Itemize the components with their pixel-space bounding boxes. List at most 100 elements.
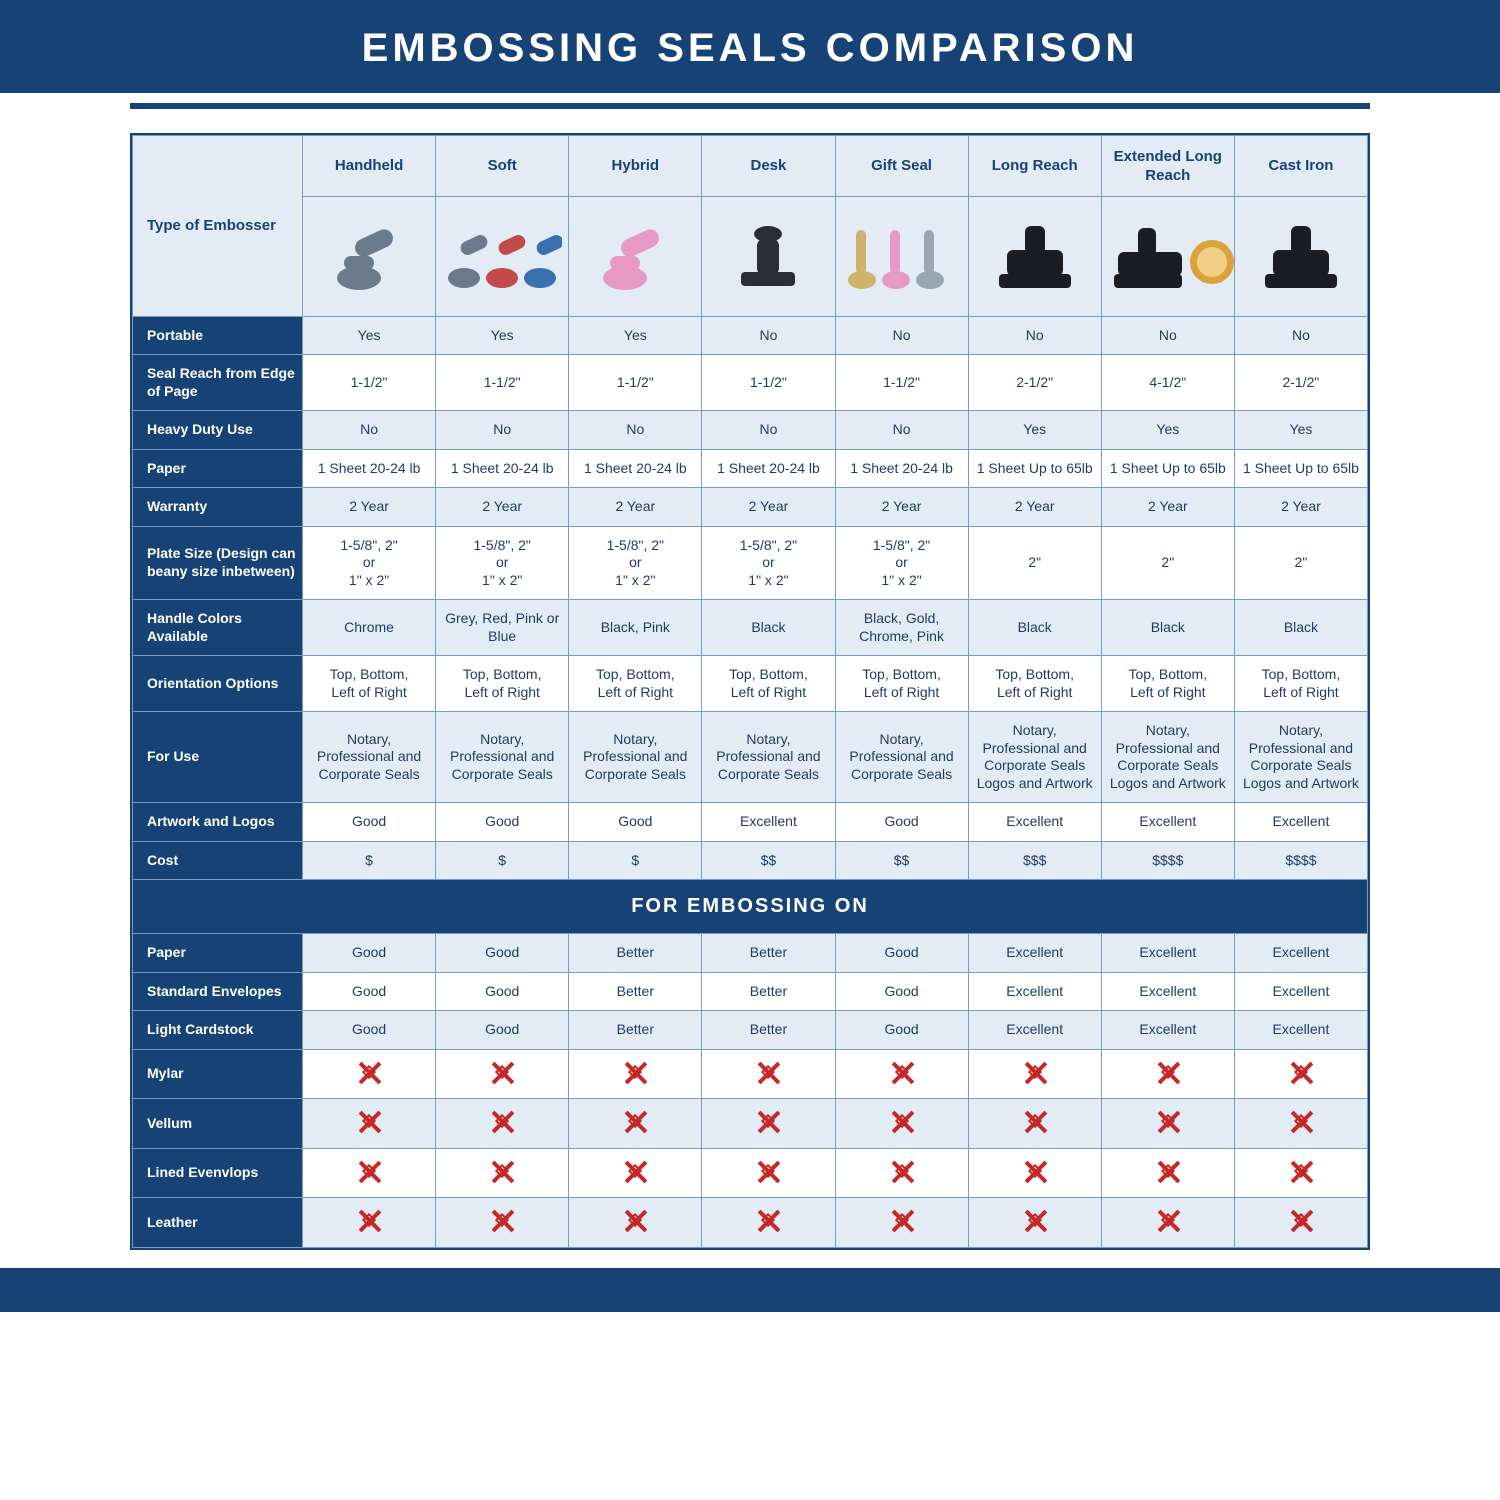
table-cell: Black (702, 600, 835, 656)
table-cell: Excellent (1234, 803, 1367, 842)
table-cell (968, 1099, 1101, 1149)
footer-bar (0, 1268, 1500, 1312)
table-cell: Top, Bottom,Left of Right (436, 656, 569, 712)
table-cell (569, 1049, 702, 1099)
table-cell: Good (303, 972, 436, 1011)
table-cell: 1-5/8", 2"or1" x 2" (569, 526, 702, 600)
table-body-main: PortableYesYesYesNoNoNoNoNoSeal Reach fr… (133, 316, 1368, 880)
table-cell: Top, Bottom,Left of Right (702, 656, 835, 712)
table-cell: Excellent (968, 1011, 1101, 1050)
table-cell: Better (702, 934, 835, 973)
table-cell: Black, Gold, Chrome, Pink (835, 600, 968, 656)
table-cell: Excellent (1101, 972, 1234, 1011)
table-cell (702, 1148, 835, 1198)
table-cell (1234, 1148, 1367, 1198)
comparison-table-wrap: Type of Embosser HandheldSoftHybridDeskG… (130, 133, 1370, 1250)
table-cell: No (436, 411, 569, 450)
table-cell: Excellent (968, 934, 1101, 973)
row-header: Portable (133, 316, 303, 355)
table-cell: Good (436, 972, 569, 1011)
table-cell (303, 1198, 436, 1248)
table-cell: 2" (1101, 526, 1234, 600)
table-cell: 1 Sheet 20-24 lb (702, 449, 835, 488)
table-cell: Notary, Professional and Corporate Seals (303, 712, 436, 803)
table-cell (1101, 1148, 1234, 1198)
table-cell: 1-1/2" (436, 355, 569, 411)
table-cell: No (702, 411, 835, 450)
table-cell: Excellent (1234, 972, 1367, 1011)
table-cell: 2 Year (1234, 488, 1367, 527)
title-divider (130, 103, 1370, 109)
table-row: Light CardstockGoodGoodBetterBetterGoodE… (133, 1011, 1368, 1050)
table-cell: Good (436, 934, 569, 973)
embosser-icon-cell (835, 196, 968, 316)
not-supported-icon (1156, 1208, 1180, 1232)
table-cell: Good (835, 972, 968, 1011)
not-supported-icon (490, 1060, 514, 1084)
row-header: Lined Evenvlops (133, 1148, 303, 1198)
table-cell: Top, Bottom,Left of Right (569, 656, 702, 712)
row-header: Paper (133, 449, 303, 488)
not-supported-icon (890, 1208, 914, 1232)
column-header: Extended Long Reach (1101, 136, 1234, 197)
table-cell: $ (569, 841, 702, 880)
table-cell: No (835, 411, 968, 450)
embosser-icon-cell (702, 196, 835, 316)
table-cell (835, 1099, 968, 1149)
table-row: PaperGoodGoodBetterBetterGoodExcellentEx… (133, 934, 1368, 973)
table-cell (968, 1049, 1101, 1099)
table-cell: Notary, Professional and Corporate Seals… (968, 712, 1101, 803)
table-cell: Better (702, 1011, 835, 1050)
not-supported-icon (1023, 1109, 1047, 1133)
table-cell (1101, 1049, 1234, 1099)
table-row: For UseNotary, Professional and Corporat… (133, 712, 1368, 803)
not-supported-icon (623, 1159, 647, 1183)
table-cell: No (303, 411, 436, 450)
table-cell (968, 1198, 1101, 1248)
row-header: Seal Reach from Edge of Page (133, 355, 303, 411)
table-cell: 1-5/8", 2"or1" x 2" (702, 526, 835, 600)
row-header: Plate Size (Design can beany size inbetw… (133, 526, 303, 600)
column-header: Cast Iron (1234, 136, 1367, 197)
table-cell: Excellent (968, 803, 1101, 842)
not-supported-icon (1289, 1060, 1313, 1084)
table-cell: 2" (1234, 526, 1367, 600)
not-supported-icon (357, 1208, 381, 1232)
row-header: Heavy Duty Use (133, 411, 303, 450)
table-cell: Good (303, 1011, 436, 1050)
not-supported-icon (623, 1060, 647, 1084)
table-cell: 1 Sheet Up to 65lb (1101, 449, 1234, 488)
table-cell: Better (569, 934, 702, 973)
table-row: Mylar (133, 1049, 1368, 1099)
row-header: Vellum (133, 1099, 303, 1149)
embosser-icon-cell (1234, 196, 1367, 316)
column-header-row: Type of Embosser HandheldSoftHybridDeskG… (133, 136, 1368, 197)
table-cell: Good (835, 1011, 968, 1050)
table-cell: Black (1234, 600, 1367, 656)
table-cell: 1 Sheet 20-24 lb (436, 449, 569, 488)
table-row: Warranty2 Year2 Year2 Year2 Year2 Year2 … (133, 488, 1368, 527)
column-header: Gift Seal (835, 136, 968, 197)
row-header: For Use (133, 712, 303, 803)
comparison-table: Type of Embosser HandheldSoftHybridDeskG… (132, 135, 1368, 1248)
table-cell (835, 1148, 968, 1198)
table-cell: 2-1/2" (1234, 355, 1367, 411)
not-supported-icon (1289, 1159, 1313, 1183)
table-row: Leather (133, 1198, 1368, 1248)
table-cell: Top, Bottom,Left of Right (968, 656, 1101, 712)
table-cell (303, 1049, 436, 1099)
not-supported-icon (890, 1109, 914, 1133)
table-cell: 2 Year (303, 488, 436, 527)
table-cell: Yes (1101, 411, 1234, 450)
table-row: Artwork and LogosGoodGoodGoodExcellentGo… (133, 803, 1368, 842)
table-cell: Good (303, 803, 436, 842)
table-cell: Notary, Professional and Corporate Seals… (1101, 712, 1234, 803)
table-row: Heavy Duty UseNoNoNoNoNoYesYesYes (133, 411, 1368, 450)
table-cell (436, 1049, 569, 1099)
table-cell: Good (436, 803, 569, 842)
table-cell: 1-1/2" (569, 355, 702, 411)
table-cell (702, 1049, 835, 1099)
table-cell: Better (569, 1011, 702, 1050)
table-cell: Good (835, 803, 968, 842)
column-header: Handheld (303, 136, 436, 197)
